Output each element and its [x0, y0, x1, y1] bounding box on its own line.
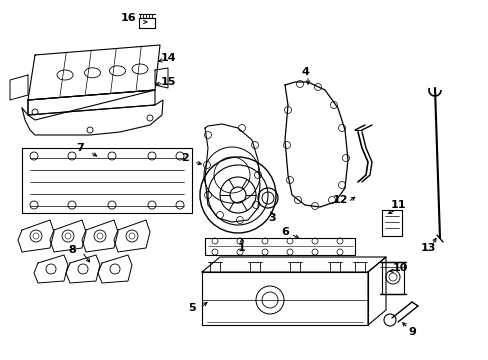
Text: 13: 13 — [420, 243, 435, 253]
Text: 3: 3 — [267, 213, 275, 223]
Text: 2: 2 — [181, 153, 188, 163]
Text: 11: 11 — [389, 200, 405, 210]
Text: 10: 10 — [391, 263, 407, 273]
Text: 7: 7 — [76, 143, 84, 153]
Text: 8: 8 — [68, 245, 76, 255]
Text: 16: 16 — [120, 13, 136, 23]
Text: 14: 14 — [160, 53, 176, 63]
Text: 5: 5 — [188, 303, 195, 313]
Text: 4: 4 — [301, 67, 308, 77]
Text: 6: 6 — [281, 227, 288, 237]
Text: 12: 12 — [331, 195, 347, 205]
Text: 1: 1 — [238, 243, 245, 253]
Text: 9: 9 — [407, 327, 415, 337]
Text: 15: 15 — [160, 77, 175, 87]
